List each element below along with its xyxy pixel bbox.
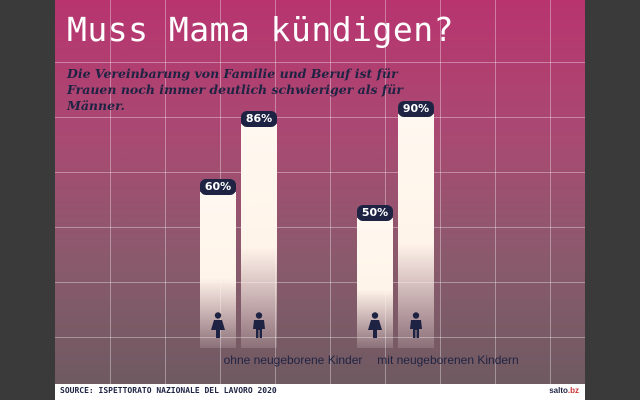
grid-line xyxy=(55,117,585,118)
grid-line xyxy=(330,0,331,384)
grid-line xyxy=(55,172,585,173)
data-label: 50% xyxy=(357,205,393,221)
brand-logo[interactable]: salto.bz xyxy=(549,386,579,395)
grid-line xyxy=(385,0,386,384)
bar xyxy=(398,114,434,348)
man-icon xyxy=(408,312,424,342)
chart-subtitle: Die Vereinbarung von Familie und Beruf i… xyxy=(67,66,403,113)
woman-icon xyxy=(367,312,383,342)
logo-main: salto xyxy=(549,386,568,395)
source-text: SOURCE: ISPETTORATO NAZIONALE DEL LAVORO… xyxy=(60,386,277,395)
grid-line xyxy=(110,0,111,384)
chart-title: Muss Mama kündigen? xyxy=(67,10,454,49)
data-label: 60% xyxy=(200,179,236,195)
category-label: ohne neugeborene Kinder xyxy=(223,353,363,367)
grid-line xyxy=(165,0,166,384)
bar xyxy=(241,124,277,348)
data-label: 90% xyxy=(398,101,434,117)
woman-icon xyxy=(210,312,226,342)
grid-line xyxy=(495,0,496,384)
data-label: 86% xyxy=(241,111,277,128)
grid-line xyxy=(55,337,585,338)
logo-accent: .bz xyxy=(567,386,579,395)
grid-line xyxy=(440,0,441,384)
category-label: mit neugeborenen Kindern xyxy=(377,353,519,367)
footer: SOURCE: ISPETTORATO NAZIONALE DEL LAVORO… xyxy=(55,384,585,400)
infographic: Muss Mama kündigen? Die Vereinbarung von… xyxy=(55,0,585,400)
grid-line xyxy=(55,282,585,283)
man-icon xyxy=(251,312,267,342)
grid-line xyxy=(55,227,585,228)
grid-line xyxy=(550,0,551,384)
grid-line xyxy=(55,62,585,63)
